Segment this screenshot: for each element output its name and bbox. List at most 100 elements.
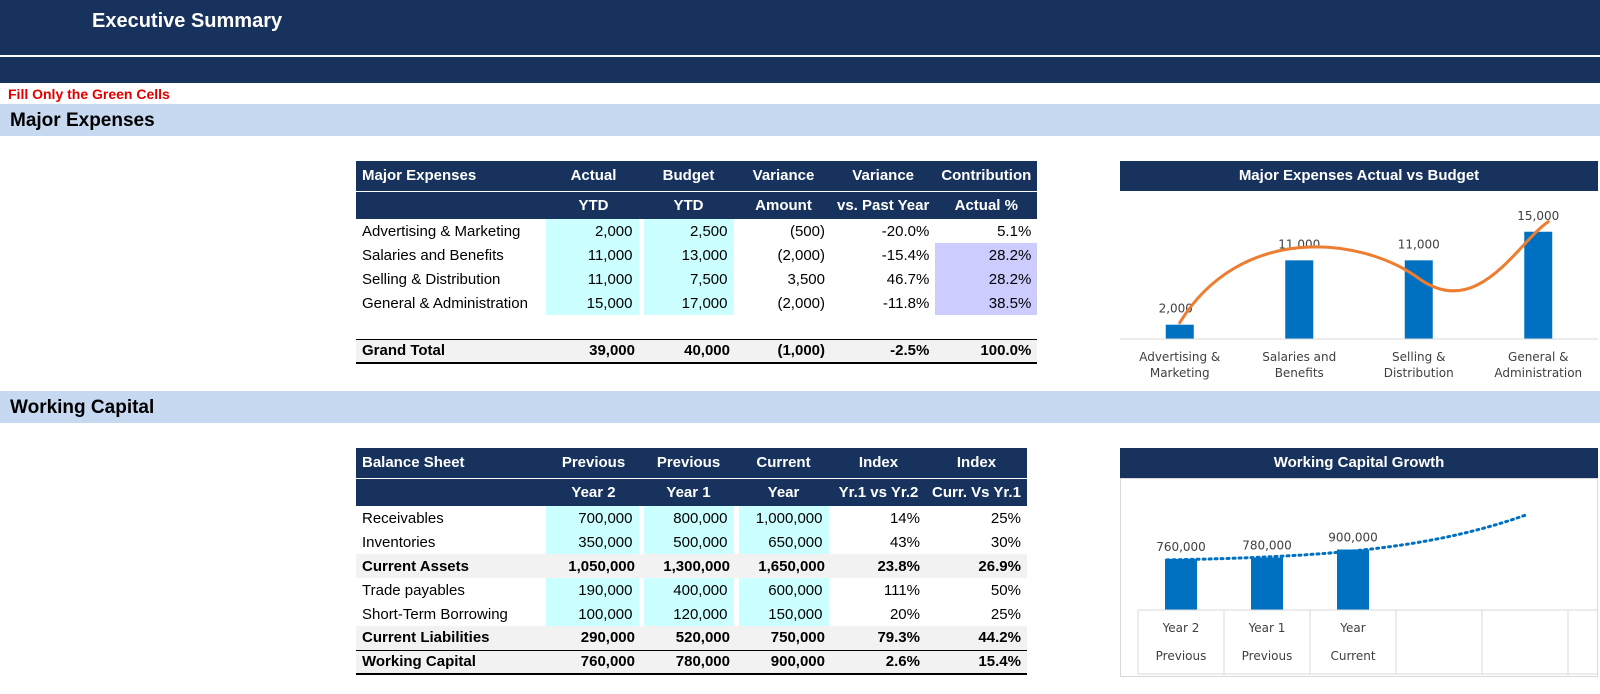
table-cell: 760,000 [546, 649, 641, 675]
table-cell: (2,000) [777, 294, 825, 312]
category-label: Salaries and [1262, 350, 1336, 364]
category-label: Previous [1156, 649, 1207, 663]
table-cell: 15.4% [926, 649, 1027, 675]
table-cell: 20% [889, 605, 920, 623]
input-cell[interactable]: 11,000 [546, 243, 644, 267]
bar [1165, 558, 1197, 610]
table-cell: 50% [990, 581, 1021, 599]
spacer-cell [356, 315, 1037, 339]
plot-background [1120, 191, 1598, 391]
trendline [1165, 513, 1528, 562]
expenses-header-cell [356, 190, 546, 219]
table-cell: 38.5% [935, 291, 1038, 315]
bar [1524, 231, 1553, 339]
expenses-chart-title: Major Expenses Actual vs Budget [1120, 161, 1598, 191]
section-bar-working-capital: Working Capital [0, 391, 1600, 423]
trendline [1178, 220, 1550, 325]
table-cell: 43% [889, 533, 920, 551]
expenses-header-cell: Actual % [935, 190, 1038, 219]
input-cell[interactable]: 500,000 [641, 530, 739, 554]
total-cell: -2.5% [831, 338, 936, 364]
input-cell[interactable]: 190,000 [546, 578, 644, 602]
table-cell: Current Assets [356, 554, 546, 578]
category-label: Advertising & [1139, 350, 1220, 364]
section-title-working-capital: Working Capital [10, 397, 155, 418]
input-cell[interactable]: 120,000 [641, 602, 739, 626]
table-cell: 23.8% [831, 554, 926, 578]
table-cell: 3,500 [787, 270, 825, 288]
balance-header-cell: Index [831, 448, 926, 478]
balance-header-cell: Current [736, 448, 831, 478]
table-cell: 780,000 [641, 649, 736, 675]
input-cell[interactable]: 350,000 [546, 530, 644, 554]
data-label: 11,000 [1398, 237, 1440, 251]
table-cell: Salaries and Benefits [362, 246, 504, 264]
data-label: 900,000 [1328, 531, 1378, 545]
table-cell: 1,650,000 [736, 554, 831, 578]
instruction-note: Fill Only the Green Cells [8, 86, 170, 102]
table-cell: 14% [889, 509, 920, 527]
input-cell[interactable]: 650,000 [736, 530, 834, 554]
input-cell[interactable]: 400,000 [641, 578, 739, 602]
table-cell: Selling & Distribution [362, 270, 501, 288]
input-cell[interactable]: 13,000 [641, 243, 739, 267]
table-row: Inventories 350,000 500,000 650,000 43% 30% [356, 530, 1027, 554]
input-cell[interactable]: 100,000 [546, 602, 644, 626]
category-label: Administration [1494, 366, 1582, 380]
category-label: Current [1330, 649, 1375, 663]
expenses-header-cell: Budget [641, 161, 736, 191]
section-title-expenses: Major Expenses [10, 110, 155, 131]
balance-header-cell: Yr.1 vs Yr.2 [831, 477, 926, 506]
table-row: Receivables 700,000 800,000 1,000,000 14% 25% [356, 506, 1027, 530]
input-cell[interactable]: 600,000 [736, 578, 834, 602]
input-cell[interactable]: 2,000 [546, 219, 644, 243]
expenses-table: Major Expenses Actual Budget Variance Varian… [356, 161, 1038, 364]
table-cell: 900,000 [736, 649, 831, 675]
bar [1337, 549, 1369, 610]
input-cell[interactable]: 1,000,000 [736, 506, 834, 530]
input-cell[interactable]: 150,000 [736, 602, 834, 626]
table-cell: 46.7% [886, 270, 930, 288]
table-cell: (500) [789, 222, 825, 240]
bar [1251, 557, 1283, 610]
input-cell[interactable]: 15,000 [546, 291, 644, 315]
input-cell[interactable]: 17,000 [641, 291, 739, 315]
input-cell[interactable]: 700,000 [546, 506, 644, 530]
expenses-header-cell: vs. Past Year [831, 190, 936, 219]
balance-header-cell: Year [736, 477, 831, 506]
table-row: Salaries and Benefits 11,000 13,000 (2,000)… [356, 243, 1038, 267]
table-cell: 28.2% [935, 243, 1038, 267]
balance-header-cell: Year 2 [546, 477, 641, 506]
input-cell[interactable]: 7,500 [641, 267, 739, 291]
grand-total-row: Grand Total 39,000 40,000 (1,000) -2.5% 100.0… [356, 338, 1038, 364]
balance-header-cell: Year 1 [641, 477, 736, 506]
expenses-chart: Major Expenses Actual vs Budget 2,000 Adv… [1120, 161, 1598, 396]
table-row: Trade payables 190,000 400,000 600,000 111% 5… [356, 578, 1027, 602]
working-capital-chart-title: Working Capital Growth [1120, 448, 1598, 478]
table-cell: 44.2% [926, 626, 1027, 650]
input-cell[interactable]: 2,500 [641, 219, 739, 243]
expenses-header-cell: YTD [641, 190, 736, 219]
expenses-header-cell: Major Expenses [356, 161, 546, 191]
input-cell[interactable]: 11,000 [546, 267, 644, 291]
data-label: 2,000 [1159, 302, 1193, 316]
expenses-header-cell: Contribution [935, 161, 1038, 191]
banner-divider [0, 55, 1600, 57]
table-cell: Receivables [362, 509, 444, 527]
bar [1165, 324, 1194, 339]
table-cell: 1,300,000 [641, 554, 736, 578]
total-cell: Grand Total [356, 338, 546, 364]
table-cell: 28.2% [935, 267, 1038, 291]
table-cell: 1,050,000 [546, 554, 641, 578]
total-cell: 40,000 [641, 338, 736, 364]
category-label: Previous [1242, 649, 1293, 663]
balance-header-cell: Curr. Vs Yr.1 [926, 477, 1027, 506]
table-cell: 290,000 [546, 626, 641, 650]
table-row: Current Assets 1,050,000 1,300,000 1,650,00… [356, 554, 1027, 578]
balance-table: Balance Sheet Previous Previous Current Inde… [356, 448, 1027, 675]
table-cell: 111% [883, 581, 920, 599]
input-cell[interactable]: 800,000 [641, 506, 739, 530]
table-cell: 750,000 [736, 626, 831, 650]
table-row: Selling & Distribution 11,000 7,500 3,500 46… [356, 267, 1038, 291]
table-cell: General & Administration [362, 294, 528, 312]
